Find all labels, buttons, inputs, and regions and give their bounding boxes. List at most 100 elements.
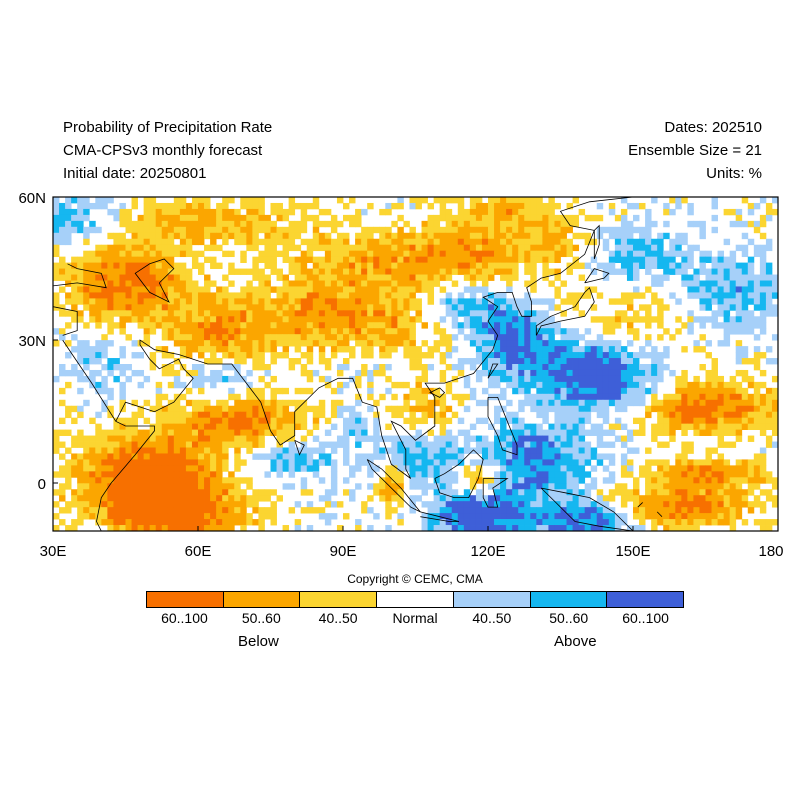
field-cell [204,411,211,419]
field-cell [143,250,151,258]
field-cell [385,256,392,263]
field-cell [620,369,628,377]
field-cell [258,197,265,204]
field-cell [264,232,271,240]
field-cell [409,316,416,323]
field-cell [427,346,435,353]
field-cell [747,220,755,228]
field-cell [391,334,398,341]
field-cell [651,459,658,466]
field-cell [173,358,181,365]
field-cell [506,280,513,287]
field-cell [155,232,163,240]
field-cell [71,304,78,311]
field-cell [258,202,265,210]
field-cell [481,364,489,371]
field-cell [191,226,199,234]
field-cell [530,393,537,401]
field-cell [361,328,368,335]
field-cell [572,447,580,454]
field-cell [83,495,90,502]
field-cell [614,256,622,263]
field-cell [294,334,302,341]
field-cell [439,417,447,425]
field-cell [681,256,688,263]
field-cell [167,364,175,371]
field-cell [469,250,477,258]
field-cell [415,280,422,287]
field-cell [524,489,531,496]
field-cell [113,447,120,454]
field-cell [367,316,374,323]
field-cell [759,459,767,466]
field-cell [705,381,712,389]
field-cell [270,310,277,317]
field-cell [161,429,169,436]
field-cell [735,358,743,365]
field-cell [185,226,193,234]
field-cell [409,441,416,448]
field-cell [427,268,435,275]
field-cell [312,197,320,204]
field-cell [234,298,241,305]
field-cell [518,369,525,377]
field-cell [765,387,773,395]
field-cell [179,459,187,466]
field-cell [512,387,519,395]
field-cell [276,208,283,216]
field-cell [324,381,332,389]
field-cell [639,316,646,323]
field-cell [524,358,531,365]
field-cell [204,256,211,263]
field-cell [687,459,694,466]
field-cell [572,399,580,407]
field-cell [119,286,126,293]
field-cell [554,417,561,425]
field-cell [494,447,501,454]
field-cell [445,262,453,269]
field-cell [258,268,265,275]
field-cell [53,250,60,258]
field-cell [155,298,163,305]
field-cell [361,453,368,460]
field-cell [524,298,531,305]
field-cell [500,250,507,258]
field-cell [524,256,531,263]
field-cell [179,298,187,305]
field-cell [155,519,163,526]
field-cell [566,435,573,442]
field-cell [288,441,296,448]
field-cell [463,268,471,275]
field-cell [475,501,483,508]
field-cell [717,340,725,347]
field-cell [173,441,181,448]
field-cell [77,441,84,448]
field-cell [185,298,193,305]
field-cell [488,453,495,460]
field-cell [469,525,477,531]
field-cell [590,423,598,430]
field-cell [747,435,755,442]
field-cell [451,525,459,531]
field-cell [185,340,193,347]
field-cell [620,381,628,389]
field-cell [572,358,580,365]
field-cell [481,298,489,305]
field-cell [312,298,320,305]
field-cell [59,441,66,448]
field-cell [210,238,217,246]
field-cell [306,244,314,252]
field-cell [95,202,102,210]
field-cell [216,519,223,526]
field-cell [717,280,725,287]
field-cell [536,298,543,305]
field-cell [385,244,392,252]
field-cell [518,256,525,263]
field-cell [488,381,495,389]
legend-label: 60..100 [622,610,669,626]
field-cell [494,525,501,531]
field-cell [590,483,598,490]
field-cell [258,423,265,430]
field-cell [191,220,199,228]
field-cell [397,501,404,508]
